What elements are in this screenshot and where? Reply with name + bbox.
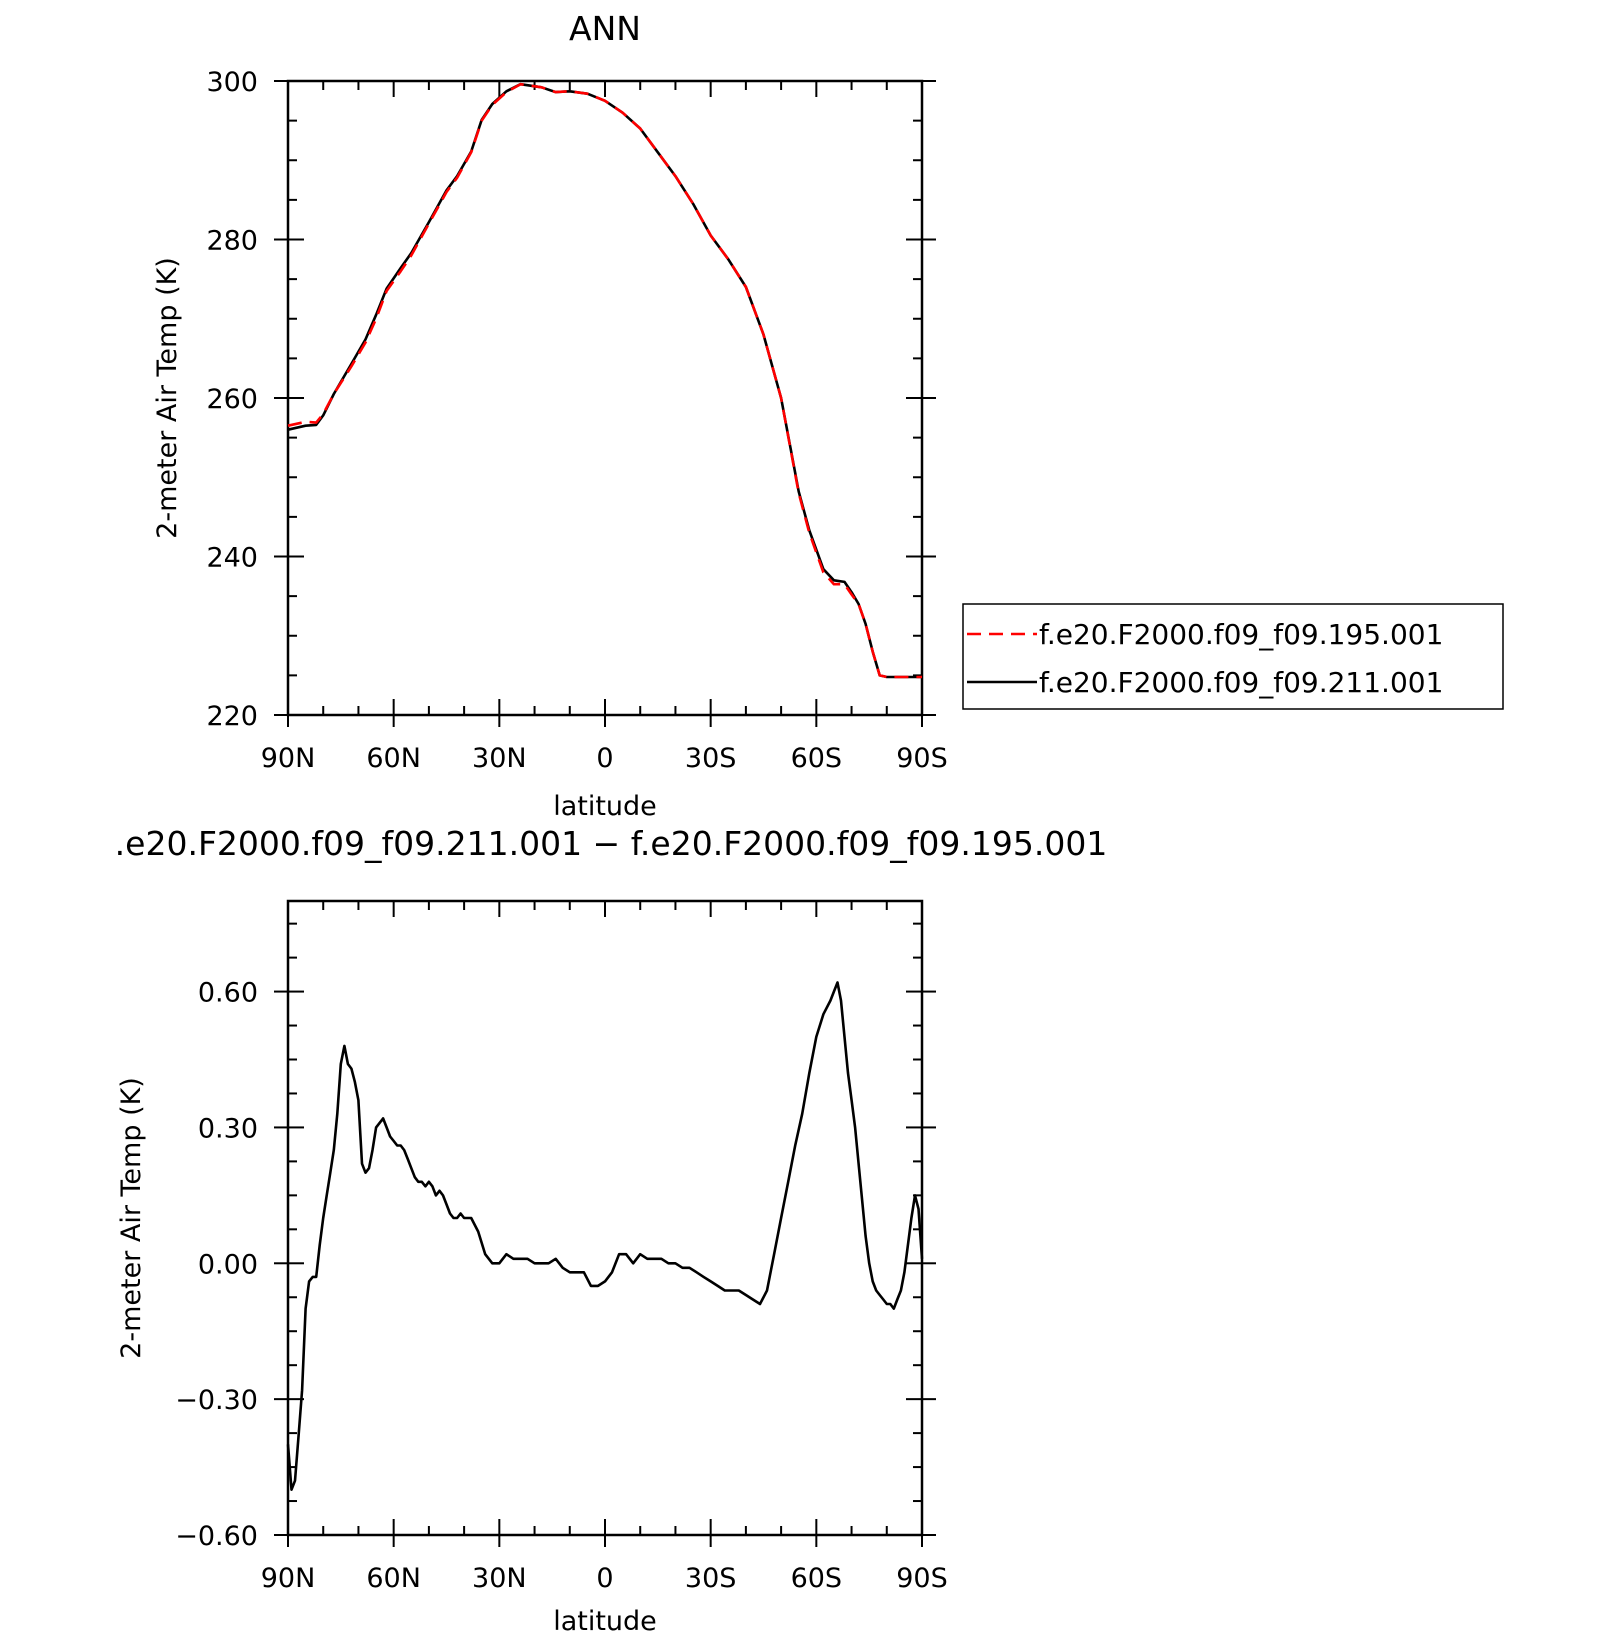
chart-panel-2: .e20.F2000.f09_f09.211.001 − f.e20.F2000…	[115, 824, 1108, 1637]
y-axis-label: 2-meter Air Temp (K)	[152, 257, 183, 539]
x-tick-label: 90N	[261, 743, 316, 774]
x-tick-label: 30S	[685, 1563, 737, 1594]
y-axis-label: 2-meter Air Temp (K)	[116, 1077, 147, 1359]
y-tick-label: 0.00	[198, 1249, 258, 1280]
x-tick-label: 90S	[896, 743, 948, 774]
x-tick-label: 90N	[261, 1563, 316, 1594]
x-axis-label: latitude	[553, 1606, 657, 1637]
y-tick-label: 240	[206, 543, 258, 574]
chart-title: .e20.F2000.f09_f09.211.001 − f.e20.F2000…	[115, 824, 1108, 863]
x-tick-label: 60S	[791, 743, 843, 774]
y-tick-label: 260	[206, 384, 258, 415]
x-tick-label: 0	[596, 1563, 613, 1594]
y-tick-label: 300	[206, 67, 258, 98]
legend-label-2: f.e20.F2000.f09_f09.211.001	[1039, 666, 1443, 699]
plot-frame	[286, 79, 924, 717]
y-tick-label: 220	[206, 701, 258, 732]
x-axis-label: latitude	[553, 791, 657, 822]
chart-panel-1: ANN 90N 60N 30N 0 30S 60S 90S 220 240 260 280 300 lat…	[152, 9, 1504, 822]
x-tick-label: 30N	[472, 1563, 527, 1594]
series-line-1	[287, 82, 922, 679]
legend-box	[962, 603, 1504, 710]
series-line-1	[286, 981, 924, 1491]
chart-title: ANN	[569, 9, 641, 48]
x-tick-label: 0	[596, 743, 613, 774]
plot-frame	[286, 899, 924, 1537]
x-tick-label: 60N	[366, 1563, 421, 1594]
y-tick-label: −0.60	[175, 1521, 258, 1552]
x-tick-label: 30N	[472, 743, 527, 774]
x-tick-label: 90S	[896, 1563, 948, 1594]
x-tick-label: 30S	[685, 743, 737, 774]
series-line-2	[287, 82, 922, 679]
y-tick-label: 280	[206, 226, 258, 257]
x-tick-label: 60S	[791, 1563, 843, 1594]
legend: f.e20.F2000.f09_f09.195.001 f.e20.F2000.f…	[962, 603, 1504, 710]
y-tick-label: 0.30	[198, 1113, 258, 1144]
legend-label-1: f.e20.F2000.f09_f09.195.001	[1039, 618, 1443, 651]
y-tick-label: 0.60	[198, 978, 258, 1009]
y-tick-label: −0.30	[175, 1385, 258, 1416]
x-tick-label: 60N	[366, 743, 421, 774]
